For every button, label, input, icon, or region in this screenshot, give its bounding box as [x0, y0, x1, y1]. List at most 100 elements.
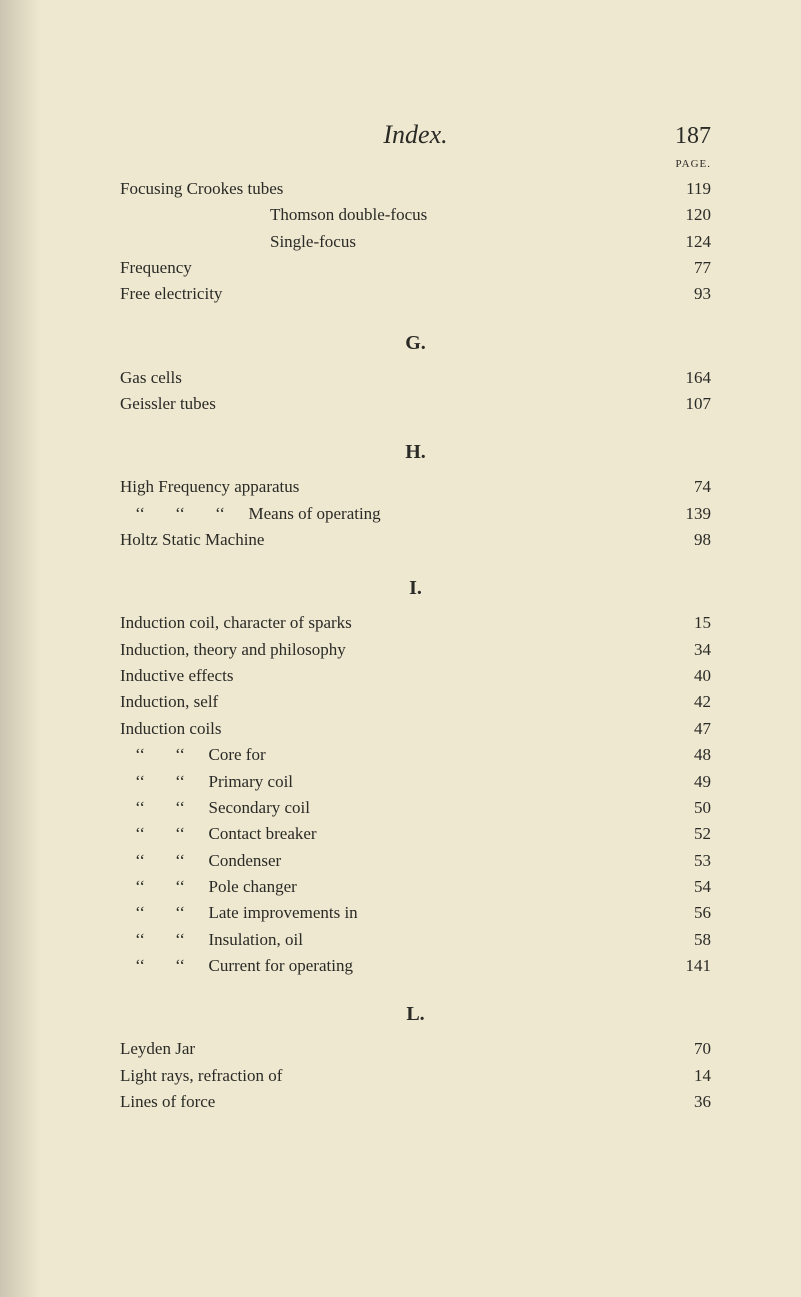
index-entry-page: 139	[667, 501, 711, 527]
index-entry: Single-focus 124	[120, 229, 711, 255]
index-entry-text: Current for operating	[209, 956, 353, 975]
page-root: Index. 187 PAGE. Focusing Crookes tubes1…	[0, 0, 801, 1297]
ditto-mark: ‘‘	[120, 927, 160, 953]
index-entry-text: Contact breaker	[209, 824, 317, 843]
ditto-mark: ‘‘	[160, 742, 200, 768]
ditto-mark: ‘‘	[120, 795, 160, 821]
ditto-gap	[200, 903, 209, 922]
index-entry-page: 164	[667, 365, 711, 391]
index-entry-text: Primary coil	[209, 772, 294, 791]
index-entry-label: ‘‘‘‘ Pole changer	[120, 874, 297, 900]
ditto-mark: ‘‘	[160, 501, 200, 527]
index-entry-page: 52	[667, 821, 711, 847]
index-entry: ‘‘‘‘ Current for operating 141	[120, 953, 711, 979]
index-entry-label: Induction coils	[120, 716, 222, 742]
ditto-mark: ‘‘	[160, 769, 200, 795]
index-entry: Induction, theory and philosophy 34	[120, 637, 711, 663]
index-entry-page: 36	[667, 1089, 711, 1115]
index-entry-page: 49	[667, 769, 711, 795]
index-entry-label: Frequency	[120, 255, 192, 281]
index-entry: ‘‘‘‘‘‘ Means of operating139	[120, 501, 711, 527]
index-entry-text: Secondary coil	[209, 798, 311, 817]
index-entry-page: 56	[667, 900, 711, 926]
index-entry: ‘‘‘‘ Core for 48	[120, 742, 711, 768]
index-entry-page: 50	[667, 795, 711, 821]
ditto-mark: ‘‘	[120, 848, 160, 874]
index-entry-label: Induction, self	[120, 689, 218, 715]
section-heading: H.	[120, 441, 711, 464]
index-entry-page: 54	[667, 874, 711, 900]
index-entry-text: Pole changer	[209, 877, 297, 896]
ditto-gap	[200, 851, 209, 870]
index-entry: Focusing Crookes tubes119	[120, 176, 711, 202]
index-entry-label: Inductive effects	[120, 663, 233, 689]
index-entry-page: 70	[667, 1036, 711, 1062]
ditto-mark: ‘‘	[120, 874, 160, 900]
index-entry-label: ‘‘‘‘ Secondary coil	[120, 795, 310, 821]
index-entry-label: Lines of force	[120, 1089, 215, 1115]
index-entry: Induction, self 42	[120, 689, 711, 715]
ditto-mark: ‘‘	[120, 821, 160, 847]
index-entry-text: Insulation, oil	[209, 930, 303, 949]
index-entry: Inductive effects40	[120, 663, 711, 689]
index-entry: ‘‘‘‘ Contact breaker 52	[120, 821, 711, 847]
index-entry-page: 119	[667, 176, 711, 202]
index-entry-page: 107	[667, 391, 711, 417]
ditto-mark: ‘‘	[120, 501, 160, 527]
index-entry-label: Geissler tubes	[120, 391, 216, 417]
index-entry: ‘‘‘‘ Late improvements in 56	[120, 900, 711, 926]
index-entry-page: 14	[667, 1063, 711, 1089]
index-entry: Geissler tubes 107	[120, 391, 711, 417]
index-entry-label: ‘‘‘‘ Late improvements in	[120, 900, 358, 926]
index-entry-page: 58	[667, 927, 711, 953]
section-heading: L.	[120, 1003, 711, 1026]
index-entry: Thomson double-focus120	[120, 202, 711, 228]
index-entry-label: ‘‘‘‘ Contact breaker	[120, 821, 317, 847]
index-entry: Induction coil, character of sparks15	[120, 610, 711, 636]
index-entry-page: 47	[667, 716, 711, 742]
index-entry-page: 15	[667, 610, 711, 636]
binding-shadow	[0, 0, 40, 1297]
index-entry-label: Induction, theory and philosophy	[120, 637, 346, 663]
index-entry-page: 77	[667, 255, 711, 281]
ditto-gap	[200, 798, 209, 817]
section-heading: I.	[120, 577, 711, 600]
ditto-gap	[200, 745, 209, 764]
index-entry-page: 120	[667, 202, 711, 228]
index-sections: Focusing Crookes tubes119Thomson double-…	[120, 176, 711, 1115]
index-entry: Light rays, refraction of14	[120, 1063, 711, 1089]
index-entry-text: Means of operating	[249, 504, 381, 523]
ditto-mark: ‘‘	[120, 900, 160, 926]
index-entry-label: Gas cells	[120, 365, 182, 391]
index-entry: Induction coils 47	[120, 716, 711, 742]
section-heading: G.	[120, 332, 711, 355]
index-entry-label: ‘‘‘‘ Current for operating	[120, 953, 353, 979]
index-entry-label: ‘‘‘‘ Core for	[120, 742, 266, 768]
index-entry-page: 98	[667, 527, 711, 553]
index-entry: ‘‘‘‘ Pole changer 54	[120, 874, 711, 900]
index-entry: ‘‘‘‘ Insulation, oil58	[120, 927, 711, 953]
index-entry: ‘‘‘‘ Primary coil 49	[120, 769, 711, 795]
index-entry-text: Condenser	[209, 851, 282, 870]
ditto-gap	[200, 877, 209, 896]
ditto-mark: ‘‘	[160, 848, 200, 874]
index-entry-page: 34	[667, 637, 711, 663]
ditto-mark: ‘‘	[120, 742, 160, 768]
index-entry-page: 141	[667, 953, 711, 979]
index-entry: ‘‘‘‘ Condenser 53	[120, 848, 711, 874]
index-entry-page: 48	[667, 742, 711, 768]
ditto-gap	[200, 956, 209, 975]
index-entry-page: 53	[667, 848, 711, 874]
index-entry-page: 124	[667, 229, 711, 255]
ditto-gap	[200, 824, 209, 843]
index-entry: Free electricity93	[120, 281, 711, 307]
index-entry-text: Core for	[209, 745, 266, 764]
index-entry-label: Holtz Static Machine	[120, 527, 264, 553]
index-entry-label: Single-focus	[270, 229, 356, 255]
index-entry-page: 42	[667, 689, 711, 715]
index-entry-text: Late improvements in	[209, 903, 358, 922]
index-entry: High Frequency apparatus74	[120, 474, 711, 500]
ditto-mark: ‘‘	[160, 953, 200, 979]
index-entry: Lines of force 36	[120, 1089, 711, 1115]
index-entry-label: ‘‘‘‘ Primary coil	[120, 769, 293, 795]
